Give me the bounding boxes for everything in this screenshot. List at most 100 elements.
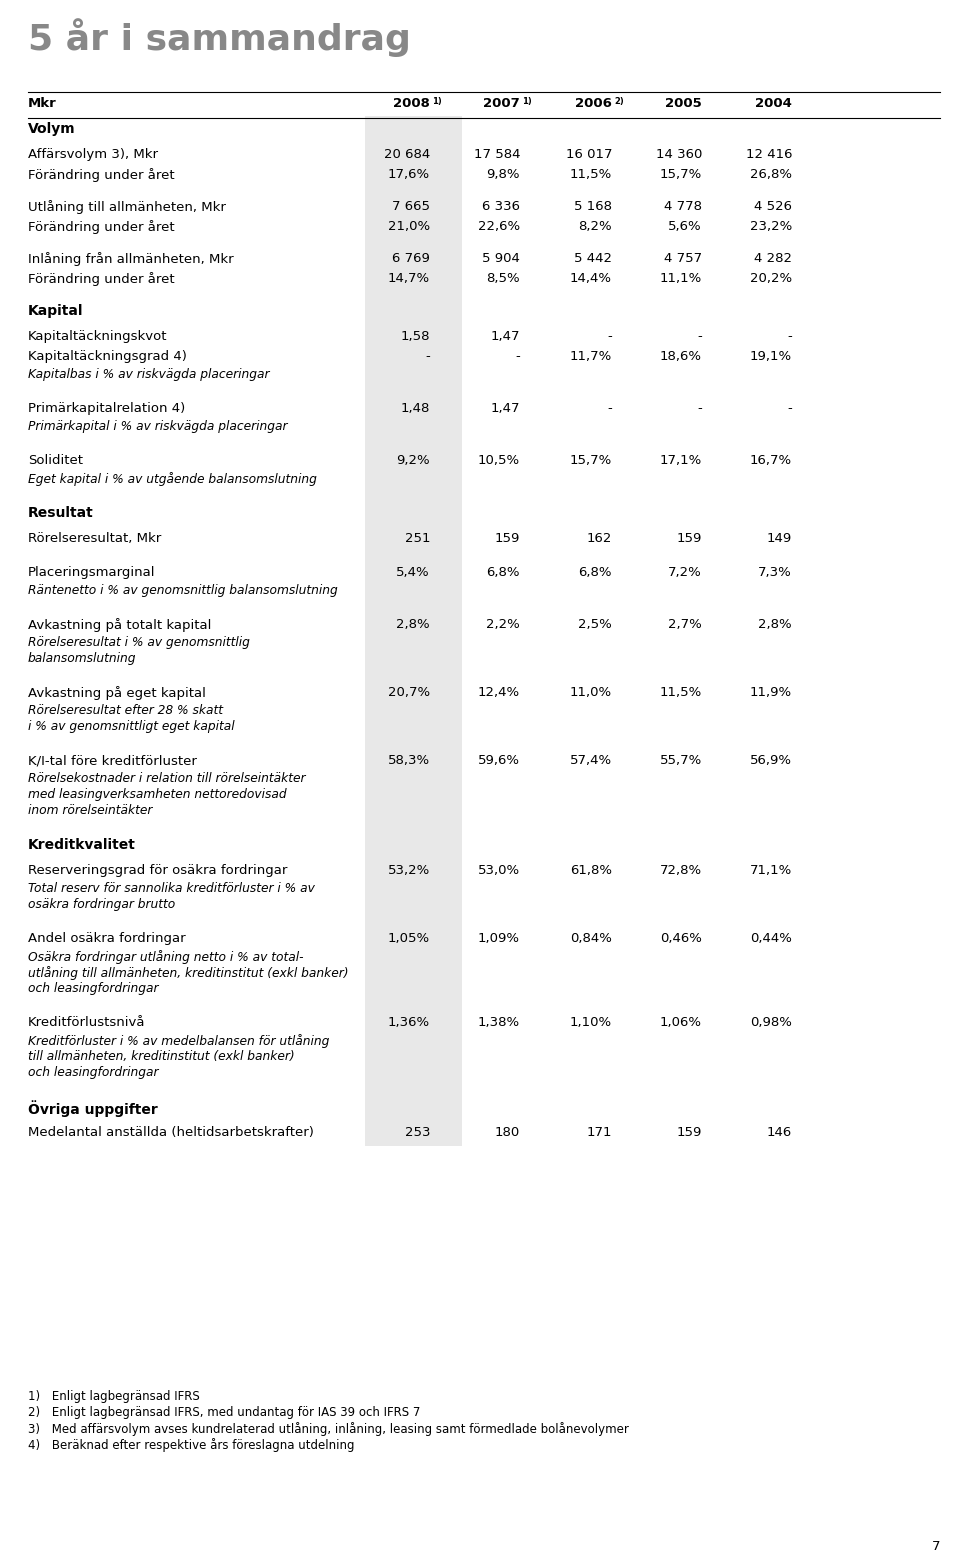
- Text: 16 017: 16 017: [565, 148, 612, 160]
- Text: Kapitalbas i % av riskvägda placeringar: Kapitalbas i % av riskvägda placeringar: [28, 368, 270, 382]
- Text: Andel osäkra fordringar: Andel osäkra fordringar: [28, 932, 185, 946]
- Text: 1) Enligt lagbegränsad IFRS: 1) Enligt lagbegränsad IFRS: [28, 1390, 200, 1404]
- Text: Förändring under året: Förändring under året: [28, 168, 175, 182]
- Text: 2006: 2006: [575, 97, 612, 111]
- Text: Rörelseresultat i % av genomsnittlig: Rörelseresultat i % av genomsnittlig: [28, 636, 250, 650]
- Text: 180: 180: [494, 1126, 520, 1139]
- Text: till allmänheten, kreditinstitut (exkl banker): till allmänheten, kreditinstitut (exkl b…: [28, 1050, 295, 1063]
- Text: 171: 171: [587, 1126, 612, 1139]
- Text: 11,0%: 11,0%: [570, 686, 612, 700]
- Text: 7: 7: [931, 1539, 940, 1553]
- Text: K/I-tal före kreditförluster: K/I-tal före kreditförluster: [28, 754, 197, 767]
- Text: Placeringsmarginal: Placeringsmarginal: [28, 566, 156, 580]
- Text: 6 336: 6 336: [482, 199, 520, 213]
- Text: utlåning till allmänheten, kreditinstitut (exkl banker): utlåning till allmänheten, kreditinstitu…: [28, 966, 348, 980]
- Text: balansomslutning: balansomslutning: [28, 651, 136, 665]
- Text: 7,3%: 7,3%: [758, 566, 792, 580]
- Text: 2005: 2005: [665, 97, 702, 111]
- Text: 0,46%: 0,46%: [660, 932, 702, 946]
- Text: 2008: 2008: [394, 97, 430, 111]
- Text: 1,36%: 1,36%: [388, 1016, 430, 1028]
- Text: 72,8%: 72,8%: [660, 865, 702, 877]
- Text: 4 282: 4 282: [754, 252, 792, 265]
- Text: Resultat: Resultat: [28, 506, 94, 520]
- Text: 20,7%: 20,7%: [388, 686, 430, 700]
- Text: Eget kapital i % av utgående balansomslutning: Eget kapital i % av utgående balansomslu…: [28, 472, 317, 486]
- Text: 162: 162: [587, 531, 612, 545]
- Text: 159: 159: [494, 531, 520, 545]
- Text: 1,05%: 1,05%: [388, 932, 430, 946]
- Text: Utlåning till allmänheten, Mkr: Utlåning till allmänheten, Mkr: [28, 199, 226, 213]
- Text: 21,0%: 21,0%: [388, 220, 430, 234]
- Text: Reserveringsgrad för osäkra fordringar: Reserveringsgrad för osäkra fordringar: [28, 865, 287, 877]
- Text: 15,7%: 15,7%: [660, 168, 702, 181]
- Text: 14,4%: 14,4%: [570, 273, 612, 285]
- Text: 6,8%: 6,8%: [487, 566, 520, 580]
- Text: -: -: [787, 330, 792, 343]
- Text: -: -: [608, 402, 612, 414]
- Text: 61,8%: 61,8%: [570, 865, 612, 877]
- Text: 1): 1): [432, 97, 442, 106]
- Text: 4) Beräknad efter respektive års föreslagna utdelning: 4) Beräknad efter respektive års föresla…: [28, 1438, 354, 1452]
- Text: Avkastning på totalt kapital: Avkastning på totalt kapital: [28, 619, 211, 633]
- Text: 1,47: 1,47: [491, 330, 520, 343]
- Text: 20 684: 20 684: [384, 148, 430, 160]
- Text: 58,3%: 58,3%: [388, 754, 430, 767]
- Text: -: -: [516, 351, 520, 363]
- Text: 1,58: 1,58: [400, 330, 430, 343]
- Text: 55,7%: 55,7%: [660, 754, 702, 767]
- Text: 1,10%: 1,10%: [570, 1016, 612, 1028]
- Text: 11,9%: 11,9%: [750, 686, 792, 700]
- Text: Förändring under året: Förändring under året: [28, 273, 175, 287]
- Text: Rörelseresultat, Mkr: Rörelseresultat, Mkr: [28, 531, 161, 545]
- Text: Volym: Volym: [28, 122, 76, 136]
- Text: 253: 253: [404, 1126, 430, 1139]
- Text: 4 778: 4 778: [664, 199, 702, 213]
- Text: inom rörelseintäkter: inom rörelseintäkter: [28, 804, 153, 816]
- Text: 2,7%: 2,7%: [668, 619, 702, 631]
- Text: 2,8%: 2,8%: [396, 619, 430, 631]
- Text: 11,1%: 11,1%: [660, 273, 702, 285]
- Text: Kreditkvalitet: Kreditkvalitet: [28, 838, 136, 852]
- Text: Mkr: Mkr: [28, 97, 57, 111]
- Text: 5,4%: 5,4%: [396, 566, 430, 580]
- Text: Rörelsekostnader i relation till rörelseintäkter: Rörelsekostnader i relation till rörelse…: [28, 773, 305, 785]
- Text: 20,2%: 20,2%: [750, 273, 792, 285]
- Text: 56,9%: 56,9%: [750, 754, 792, 767]
- Text: 17 584: 17 584: [473, 148, 520, 160]
- Text: 3) Med affärsvolym avses kundrelaterad utlåning, inlåning, leasing samt förmedla: 3) Med affärsvolym avses kundrelaterad u…: [28, 1422, 629, 1436]
- Text: -: -: [697, 330, 702, 343]
- Text: 2) Enligt lagbegränsad IFRS, med undantag för IAS 39 och IFRS 7: 2) Enligt lagbegränsad IFRS, med undanta…: [28, 1405, 420, 1419]
- Text: osäkra fordringar brutto: osäkra fordringar brutto: [28, 897, 176, 911]
- Text: 5 år i sammandrag: 5 år i sammandrag: [28, 19, 411, 56]
- Text: 14,7%: 14,7%: [388, 273, 430, 285]
- Text: 0,84%: 0,84%: [570, 932, 612, 946]
- Text: Primärkapital i % av riskvägda placeringar: Primärkapital i % av riskvägda placering…: [28, 421, 287, 433]
- Text: Osäkra fordringar utlåning netto i % av total-: Osäkra fordringar utlåning netto i % av …: [28, 950, 303, 964]
- Text: 2004: 2004: [756, 97, 792, 111]
- Text: 5 168: 5 168: [574, 199, 612, 213]
- Text: 11,7%: 11,7%: [569, 351, 612, 363]
- Text: 1,48: 1,48: [400, 402, 430, 414]
- Text: 12,4%: 12,4%: [478, 686, 520, 700]
- Text: 17,1%: 17,1%: [660, 453, 702, 467]
- Text: 4 526: 4 526: [754, 199, 792, 213]
- Text: 22,6%: 22,6%: [478, 220, 520, 234]
- Text: 26,8%: 26,8%: [750, 168, 792, 181]
- Text: 2007: 2007: [483, 97, 520, 111]
- Text: 6,8%: 6,8%: [579, 566, 612, 580]
- Text: 5 442: 5 442: [574, 252, 612, 265]
- Text: 0,44%: 0,44%: [750, 932, 792, 946]
- Text: 59,6%: 59,6%: [478, 754, 520, 767]
- Text: 159: 159: [677, 531, 702, 545]
- Text: 16,7%: 16,7%: [750, 453, 792, 467]
- Text: 2): 2): [614, 97, 624, 106]
- Text: Kapital: Kapital: [28, 304, 84, 318]
- Text: 1,47: 1,47: [491, 402, 520, 414]
- Text: Kapitaltäckningsgrad 4): Kapitaltäckningsgrad 4): [28, 351, 187, 363]
- Text: 9,8%: 9,8%: [487, 168, 520, 181]
- Text: 159: 159: [677, 1126, 702, 1139]
- Text: -: -: [425, 351, 430, 363]
- Text: -: -: [608, 330, 612, 343]
- Text: 11,5%: 11,5%: [660, 686, 702, 700]
